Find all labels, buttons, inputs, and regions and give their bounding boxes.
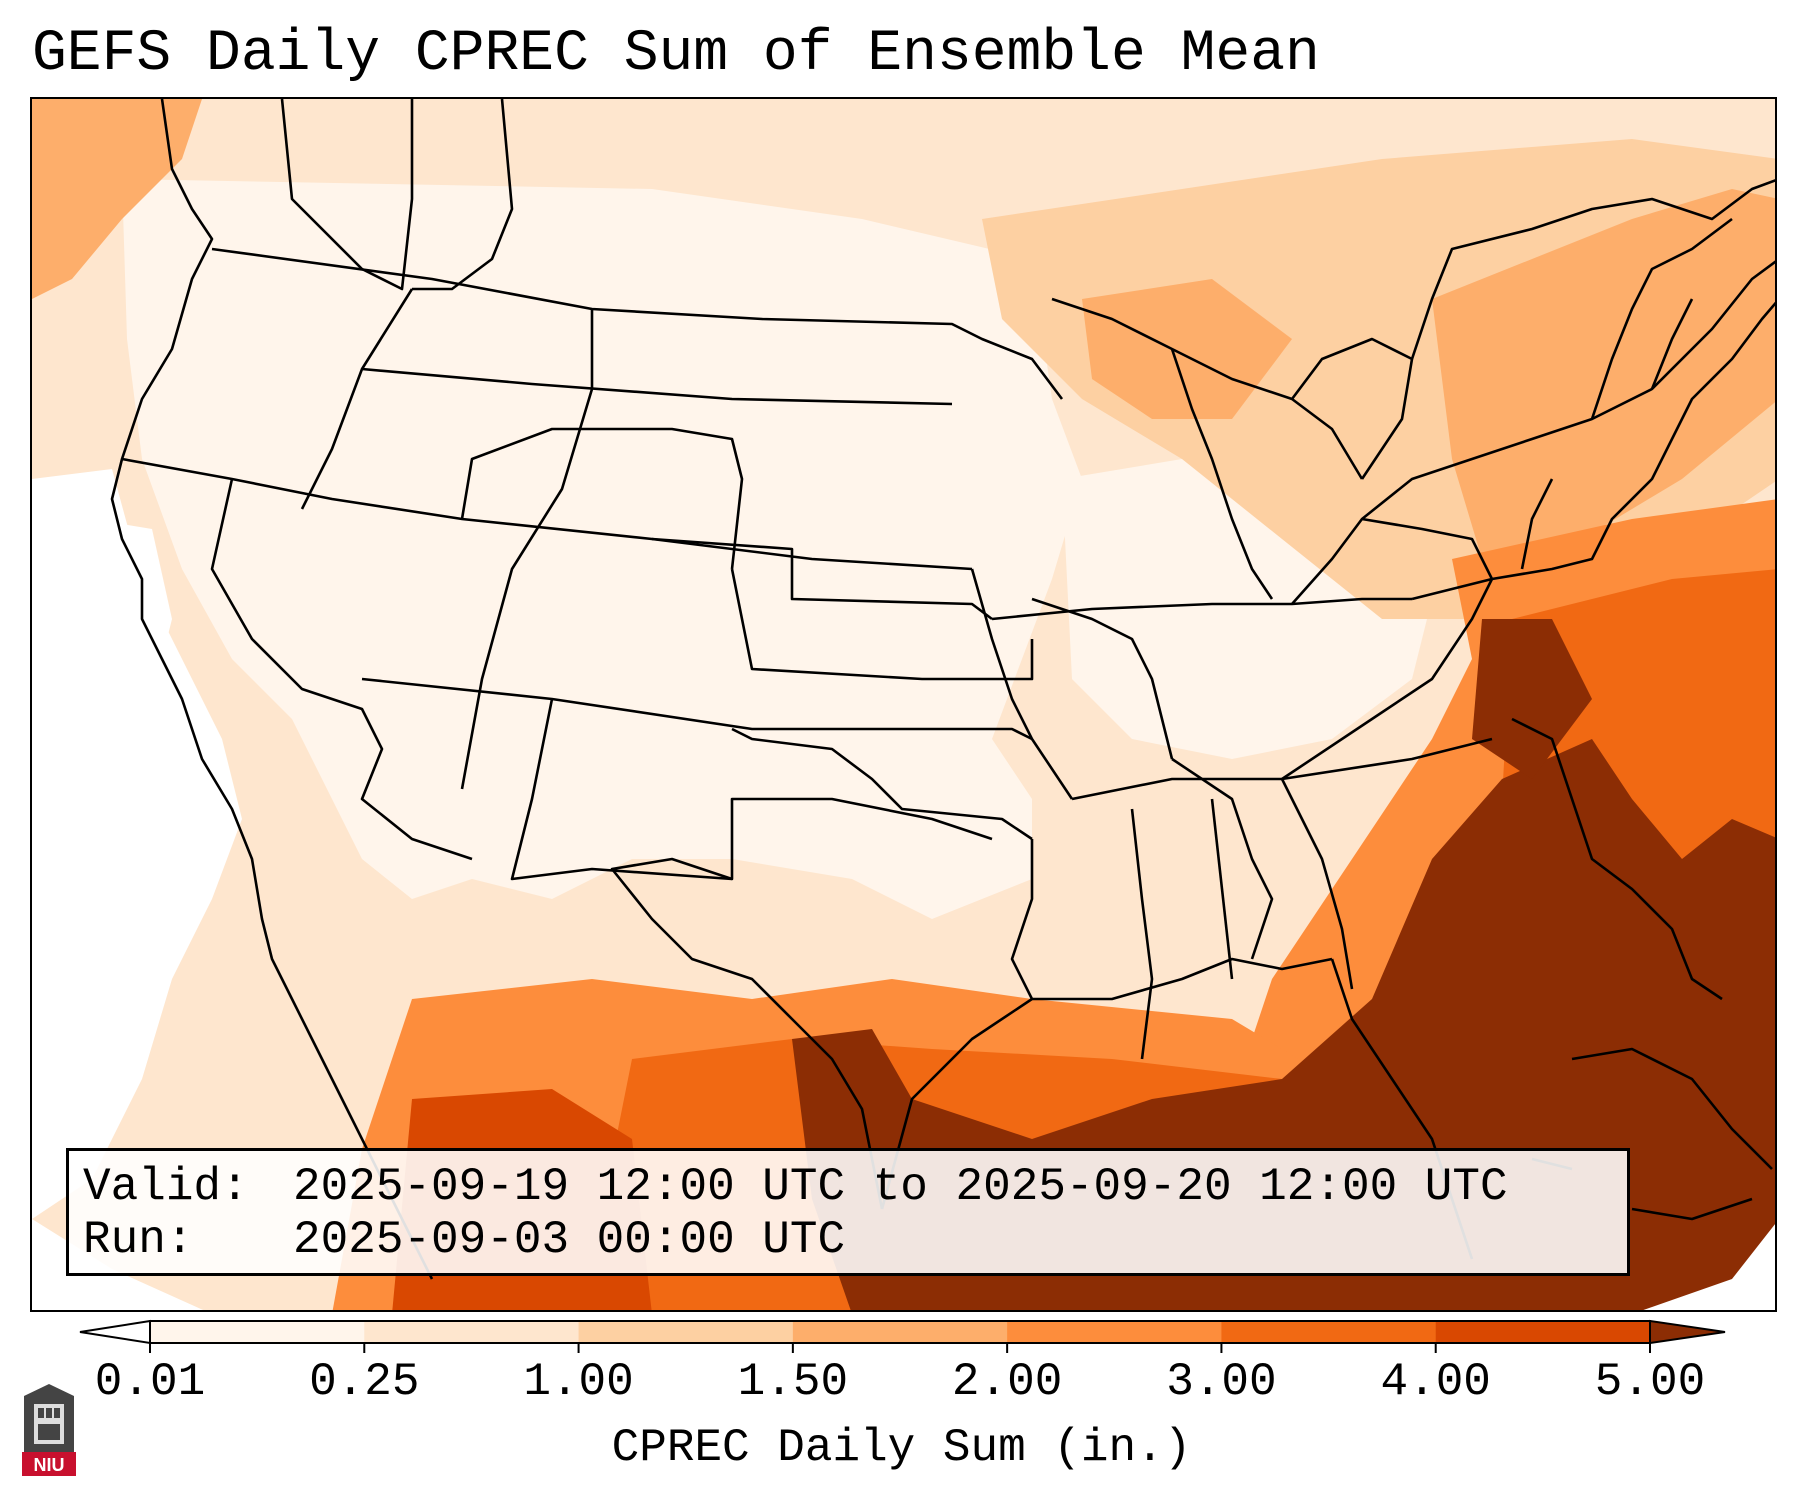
colorbar-tick-label: 4.00 [1380, 1356, 1491, 1408]
colorbar-tick-label: 5.00 [1594, 1356, 1706, 1408]
colorbar-tick-label: 0.25 [309, 1356, 420, 1408]
colorbar-tick-label: 1.50 [737, 1356, 849, 1408]
map-edge-mask-right [1643, 1224, 1775, 1310]
map-panel [30, 97, 1777, 1312]
colorbar-segment [1007, 1321, 1222, 1343]
precip-zone-ocean-extreme [1472, 619, 1592, 779]
precip-zone-dry-west [122, 179, 1082, 919]
colorbar-label: CPREC Daily Sum (in.) [611, 1422, 1192, 1474]
niu-logo: NIU [22, 1384, 76, 1476]
colorbar-segment [792, 1321, 1008, 1343]
map-edge-mask-left [32, 1219, 204, 1310]
run-info-box: Valid: 2025-09-19 12:00 UTC to 2025-09-20… [66, 1148, 1630, 1276]
colorbar-segment [1435, 1321, 1651, 1343]
valid-line: Valid: 2025-09-19 12:00 UTC to 2025-09-20… [83, 1161, 1613, 1214]
valid-value: 2025-09-19 12:00 UTC to 2025-09-20 12:00… [293, 1161, 1508, 1213]
colorbar [79, 1319, 1726, 1353]
run-line: Run: 2025-09-03 00:00 UTC [83, 1214, 1613, 1267]
precip-zone-michigan [1082, 279, 1292, 419]
colorbar-tick-label: 2.00 [951, 1356, 1063, 1408]
colorbar-outline [149, 1320, 1651, 1344]
precipitation-map [32, 99, 1775, 1310]
colorbar-segment [364, 1321, 580, 1343]
map-borders [110, 99, 1775, 1280]
colorbar-over-extend [1649, 1319, 1726, 1345]
colorbar-segment [150, 1321, 365, 1343]
valid-key: Valid: [83, 1161, 249, 1213]
colorbar-tick-label: 3.00 [1166, 1356, 1277, 1408]
run-value: 2025-09-03 00:00 UTC [293, 1214, 846, 1266]
colorbar-segment [578, 1321, 794, 1343]
colorbar-tick-label: 0.01 [94, 1356, 206, 1408]
colorbar-tick-label: 1.00 [523, 1356, 634, 1408]
precip-zone-northwest [32, 99, 202, 299]
colorbar-segment [1221, 1321, 1437, 1343]
colorbar-under-extend [79, 1319, 151, 1345]
logo-text: NIU [34, 1455, 65, 1475]
precip-zone-northeast [1432, 189, 1775, 559]
run-key: Run: [83, 1214, 194, 1266]
precip-zone-none-pacific-2 [62, 519, 172, 759]
page-title: GEFS Daily CPREC Sum of Ensemble Mean [32, 22, 1320, 87]
